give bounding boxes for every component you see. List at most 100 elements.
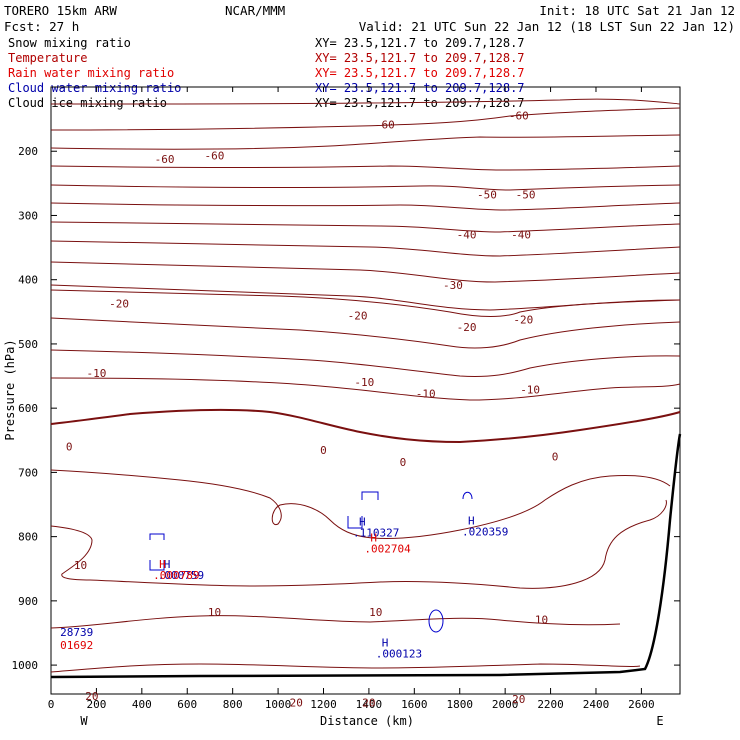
cloud-water-contour-6 [428,609,444,633]
cloud-water-contour-5 [149,560,165,571]
y-tick-label: 700 [18,466,38,479]
isotherm-plus10 [50,499,667,589]
y-tick-label: 500 [18,338,38,351]
isotherm-plus20 [50,663,641,673]
maximum-marker: H [468,514,475,527]
field-xy-cloud-water: XY= 23.5,121.7 to 209.7,128.7 [315,81,525,95]
isotherm-plus15 [50,615,621,629]
x-tick-label: 1800 [446,698,473,711]
x-tick-label: 2400 [583,698,610,711]
init-time: Init: 18 UTC Sat 21 Jan 12 [539,3,735,18]
isotherm-minus55 [50,165,681,171]
field-label-cloud-ice: Cloud ice mixing ratio [8,96,167,110]
field-label-snow: Snow mixing ratio [8,36,131,50]
maximum-marker: H [382,636,389,649]
field-label-rain: Rain water mixing ratio [8,66,174,80]
y-tick-label: 1000 [12,659,39,672]
x-tick-label: 2200 [537,698,564,711]
isotherm-label: 0 [400,456,407,469]
east-end-label: E [656,714,663,728]
maximum-value: 28739 [60,626,93,639]
isotherm-minus5 [50,377,681,401]
x-tick-label: 1200 [310,698,337,711]
isotherm-label: 20 [85,690,98,703]
field-label-cloud-water: Cloud water mixing ratio [8,81,181,95]
maximum-value: .000123 [376,647,422,660]
isotherm-minus60-b [50,134,681,150]
model-title: TORERO 15km ARW [4,3,117,18]
isotherm-label: 10 [535,613,548,626]
field-legend: Snow mixing ratio Temperature Rain water… [8,36,525,110]
maximum-value: .000759 [158,569,204,582]
isotherm-label: 20 [290,696,303,709]
isotherm-minus45 [50,202,681,211]
isotherm-minus20 [50,289,681,317]
isotherm-label: -20 [457,321,477,334]
west-end-label: W [80,714,88,728]
org-label: NCAR/MMM [225,3,285,18]
x-tick-label: 400 [132,698,152,711]
maximum-marker: H [164,558,171,571]
isotherm-label: -40 [457,229,477,242]
y-tick-label: 300 [18,209,38,222]
cloud-water-contour-4 [149,533,165,540]
maximum-marker: H [159,558,166,571]
hydrometeor-contours [149,491,473,633]
x-tick-label: 1400 [356,698,383,711]
x-tick-label: 600 [177,698,197,711]
isotherm-label: -40 [511,229,531,242]
maximum-value: 01692 [60,639,93,652]
field-xy-cloud-ice: XY= 23.5,121.7 to 209.7,128.7 [315,96,525,110]
isotherm-label: -60 [205,150,225,163]
forecast-hour: Fcst: 27 h [4,19,79,34]
isotherm-label: -10 [86,367,106,380]
x-tick-label: 200 [86,698,106,711]
x-axis-title: Distance (km) [320,714,414,728]
maximum-marker: H [359,516,366,529]
maximum-value: .002704 [364,543,411,556]
isotherm-label: -10 [416,387,436,400]
isotherm-minus60-a [50,107,681,131]
isotherm-minus40 [50,221,681,233]
y-tick-label: 800 [18,531,38,544]
isotherm-label: 20 [362,696,375,709]
y-tick-label: 600 [18,402,38,415]
cloud-water-contour-3 [462,491,473,500]
y-tick-label: 200 [18,145,38,158]
isotherm-upper-1 [50,98,681,105]
x-tick-label: 1000 [265,698,292,711]
isotherm-label: -60 [155,153,175,166]
isotherm-minus50 [50,184,681,191]
x-tick-label: 800 [223,698,243,711]
isotherm-label: -60 [509,109,529,122]
cloud-water-contour-2 [347,516,363,529]
isotherm-label: 10 [369,606,382,619]
isotherm-label: 10 [74,559,87,572]
plot-frame [50,86,681,695]
maximum-value: .020359 [462,525,508,538]
field-xy-rain: XY= 23.5,121.7 to 209.7,128.7 [315,66,525,80]
isotherm-zero [50,408,681,444]
isotherm-minus35 [50,240,681,257]
isotherm-label: -60 [375,118,395,131]
valid-time: Valid: 21 UTC Sun 22 Jan 12 (18 LST Sun … [359,19,735,34]
y-axis-title: Pressure (hPa) [3,339,17,440]
maximum-value: .000789 [153,569,199,582]
x-tick-label: 2600 [628,698,655,711]
field-xy-temperature: XY= 23.5,121.7 to 209.7,128.7 [315,51,525,65]
maxima-labels: H.110327H.002704H.020359H.000123H.000759… [60,514,508,660]
maximum-marker: H [370,532,377,545]
isotherm-label: -20 [348,310,368,323]
maximum-value: .110327 [353,527,399,540]
isotherm-minus30 [50,261,681,283]
x-tick-label: 2000 [492,698,519,711]
y-tick-label: 400 [18,274,38,287]
axes: 0 200 400 600 800 1000 1200 1400 1600 1800 2000 220… [12,87,680,711]
isotherm-label: -10 [520,384,540,397]
field-label-temperature: Temperature [8,51,87,65]
cloud-water-contour-1 [361,491,379,500]
y-tick-label: 900 [18,595,38,608]
isotherm-label: -20 [109,297,129,310]
terrain-surface [50,433,682,679]
